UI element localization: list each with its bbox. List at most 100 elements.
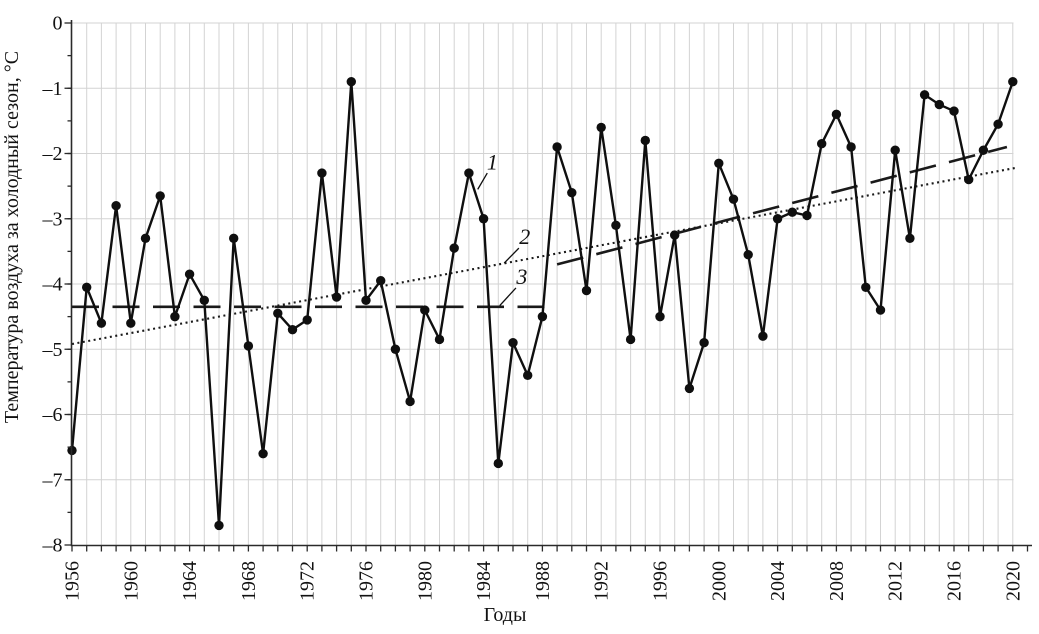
x-tick-label: 2000 bbox=[708, 561, 730, 601]
x-tick-label: 1964 bbox=[179, 561, 201, 601]
data-point bbox=[949, 106, 959, 116]
annotation-leader-line bbox=[477, 172, 488, 190]
data-point bbox=[464, 168, 474, 178]
data-point bbox=[743, 249, 753, 260]
data-point bbox=[684, 383, 695, 394]
data-point bbox=[390, 344, 401, 354]
data-point bbox=[478, 214, 489, 224]
data-point bbox=[243, 341, 254, 351]
data-point bbox=[655, 311, 665, 322]
x-tick-label: 1988 bbox=[532, 561, 554, 601]
data-point bbox=[229, 233, 239, 244]
data-point bbox=[346, 77, 356, 87]
data-point bbox=[126, 318, 136, 328]
data-point bbox=[596, 122, 606, 133]
y-tick-label: –4 bbox=[42, 274, 63, 296]
y-tick-label: –3 bbox=[42, 208, 63, 230]
data-point bbox=[523, 370, 533, 381]
axes bbox=[70, 20, 1032, 547]
data-point bbox=[420, 305, 430, 315]
data-point bbox=[846, 142, 856, 152]
x-tick-label: 1968 bbox=[238, 561, 260, 601]
data-point bbox=[170, 311, 180, 322]
data-point bbox=[199, 295, 209, 306]
data-point bbox=[728, 194, 739, 204]
data-point bbox=[331, 292, 342, 302]
annotation-leader-line bbox=[499, 287, 517, 306]
gridlines bbox=[71, 22, 1014, 545]
data-point bbox=[611, 220, 621, 230]
y-ticks bbox=[64, 22, 72, 546]
data-point bbox=[214, 520, 224, 531]
data-point bbox=[449, 243, 459, 253]
data-point bbox=[714, 158, 724, 168]
data-point bbox=[567, 187, 577, 198]
data-point bbox=[537, 311, 548, 322]
x-tick-label: 1992 bbox=[591, 561, 613, 601]
x-tick-label: 1984 bbox=[473, 561, 495, 601]
y-tick-label: –8 bbox=[42, 535, 63, 557]
data-point bbox=[508, 338, 518, 348]
data-point bbox=[1008, 77, 1018, 87]
data-point bbox=[978, 145, 989, 155]
data-point bbox=[493, 458, 503, 469]
x-tick-label: 1976 bbox=[356, 561, 378, 601]
data-point bbox=[817, 139, 827, 149]
x-tick-label: 2008 bbox=[826, 561, 848, 601]
data-point bbox=[831, 109, 842, 120]
data-point bbox=[875, 305, 886, 315]
x-tick-label: 1996 bbox=[650, 561, 672, 601]
x-axis-title: Годы bbox=[484, 604, 527, 626]
data-point bbox=[670, 230, 680, 240]
data-point bbox=[905, 233, 915, 244]
y-tick-label: –1 bbox=[42, 78, 63, 100]
x-tick-label: 2004 bbox=[767, 561, 789, 601]
data-point bbox=[758, 331, 768, 341]
data-point bbox=[919, 90, 930, 100]
dashed-mean-line bbox=[556, 145, 1008, 266]
data-point bbox=[434, 334, 445, 345]
y-tick-label: 0 bbox=[53, 13, 63, 35]
x-tick-label: 2016 bbox=[944, 561, 966, 601]
data-point bbox=[155, 191, 165, 201]
data-point bbox=[934, 99, 944, 110]
x-tick-label: 1956 bbox=[62, 561, 84, 601]
data-point bbox=[802, 210, 812, 221]
data-point bbox=[361, 295, 371, 306]
data-point bbox=[787, 207, 797, 217]
data-point bbox=[184, 269, 195, 279]
series-number-label: 3 bbox=[515, 264, 527, 289]
y-tick-label: –5 bbox=[42, 339, 63, 361]
x-tick-label: 2020 bbox=[1002, 561, 1024, 601]
data-point bbox=[772, 214, 783, 224]
data-markers bbox=[67, 77, 1018, 531]
data-point bbox=[993, 119, 1003, 129]
data-point bbox=[581, 285, 592, 296]
data-point bbox=[111, 201, 121, 211]
data-point bbox=[699, 338, 709, 348]
data-point bbox=[96, 318, 107, 328]
y-axis-title: Температура воздуха за холодный сезон, °… bbox=[1, 51, 23, 423]
data-point bbox=[890, 145, 900, 155]
x-tick-label: 1960 bbox=[120, 561, 142, 601]
data-point bbox=[964, 174, 974, 185]
data-point bbox=[625, 334, 636, 345]
x-tick-label: 1972 bbox=[297, 561, 319, 601]
data-point bbox=[405, 396, 415, 407]
data-point bbox=[258, 448, 268, 459]
data-point bbox=[82, 282, 92, 292]
x-tick-label: 1980 bbox=[414, 561, 436, 601]
x-tick-label: 2012 bbox=[885, 561, 907, 601]
data-point bbox=[376, 276, 386, 286]
data-point bbox=[302, 315, 312, 325]
annotation-leader-line bbox=[503, 247, 520, 264]
data-point bbox=[861, 282, 871, 292]
data-point bbox=[317, 168, 327, 178]
y-tick-label: –7 bbox=[42, 469, 63, 491]
y-tick-label: –6 bbox=[42, 404, 63, 426]
data-point bbox=[640, 135, 650, 146]
data-point bbox=[273, 308, 283, 319]
x-ticks bbox=[71, 545, 1029, 552]
